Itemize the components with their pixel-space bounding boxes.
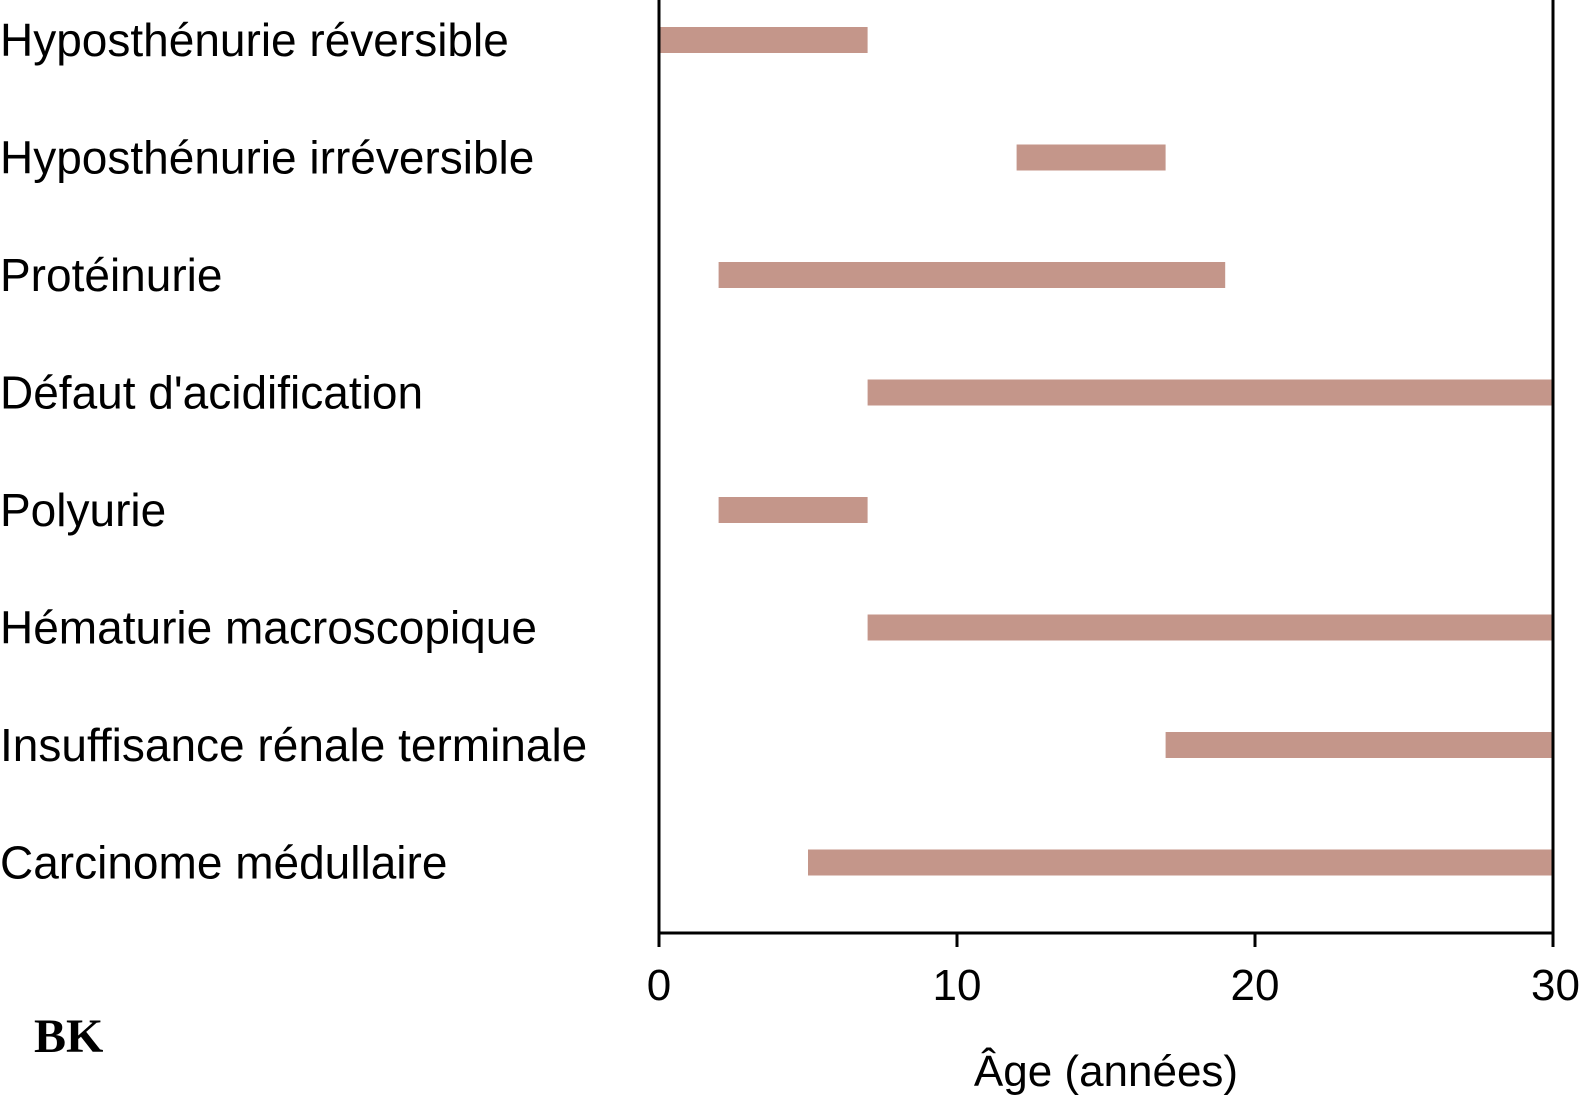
x-tick-label: 0 [647, 961, 671, 1010]
category-label: Polyurie [0, 484, 166, 536]
category-label: Défaut d'acidification [0, 367, 423, 419]
category-label: Hyposthénurie irréversible [0, 132, 534, 184]
axes [657, 0, 1555, 935]
range-bar [867, 379, 1553, 406]
bars-layer [659, 27, 1553, 876]
category-label: Hyposthénurie réversible [0, 14, 509, 66]
category-label: Carcinome médullaire [0, 837, 447, 889]
range-bar [718, 497, 868, 523]
x-axis-title: Âge (années) [974, 1047, 1238, 1096]
category-label: Hématurie macroscopique [0, 602, 537, 654]
category-label: Protéinurie [0, 249, 222, 301]
category-labels: Hyposthénurie réversible Hyposthénurie ir… [0, 14, 587, 889]
range-bar [867, 614, 1553, 641]
range-bar [718, 262, 1226, 288]
range-bar [1016, 144, 1166, 171]
range-bar [659, 27, 868, 53]
x-tick-label: 10 [933, 961, 982, 1010]
category-label: Insuffisance rénale terminale [0, 719, 587, 771]
x-tick-label: 30 [1531, 961, 1580, 1010]
x-axis-ticks: 0 10 20 30 [647, 933, 1580, 1010]
range-bar [1165, 732, 1553, 758]
corner-mark: BK [34, 1010, 103, 1063]
range-bar [808, 849, 1553, 876]
x-tick-label: 20 [1231, 961, 1280, 1010]
